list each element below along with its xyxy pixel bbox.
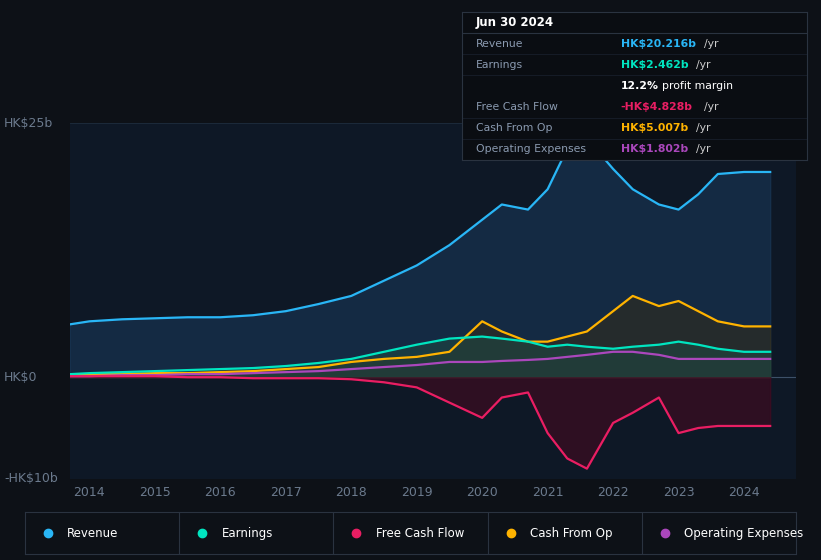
Text: /yr: /yr [696, 123, 710, 133]
Text: Free Cash Flow: Free Cash Flow [476, 102, 557, 112]
Text: /yr: /yr [696, 60, 710, 70]
Text: Revenue: Revenue [476, 39, 523, 49]
Text: profit margin: profit margin [662, 81, 733, 91]
Text: HK$25b: HK$25b [4, 116, 53, 130]
Text: HK$2.462b: HK$2.462b [621, 60, 688, 70]
Text: /yr: /yr [696, 144, 710, 155]
Text: Earnings: Earnings [476, 60, 523, 70]
Text: HK$1.802b: HK$1.802b [621, 144, 688, 155]
Text: Revenue: Revenue [67, 527, 118, 540]
Text: 12.2%: 12.2% [621, 81, 658, 91]
Text: Earnings: Earnings [222, 527, 273, 540]
Text: Jun 30 2024: Jun 30 2024 [476, 16, 554, 29]
Text: Operating Expenses: Operating Expenses [685, 527, 804, 540]
Text: Free Cash Flow: Free Cash Flow [376, 527, 464, 540]
Text: /yr: /yr [704, 39, 718, 49]
Text: -HK$10b: -HK$10b [4, 472, 57, 486]
Text: Operating Expenses: Operating Expenses [476, 144, 586, 155]
Text: HK$0: HK$0 [4, 371, 38, 384]
Text: HK$5.007b: HK$5.007b [621, 123, 688, 133]
Text: Cash From Op: Cash From Op [530, 527, 612, 540]
Text: /yr: /yr [704, 102, 718, 112]
Text: -HK$4.828b: -HK$4.828b [621, 102, 693, 112]
Text: HK$20.216b: HK$20.216b [621, 39, 695, 49]
Text: Cash From Op: Cash From Op [476, 123, 553, 133]
